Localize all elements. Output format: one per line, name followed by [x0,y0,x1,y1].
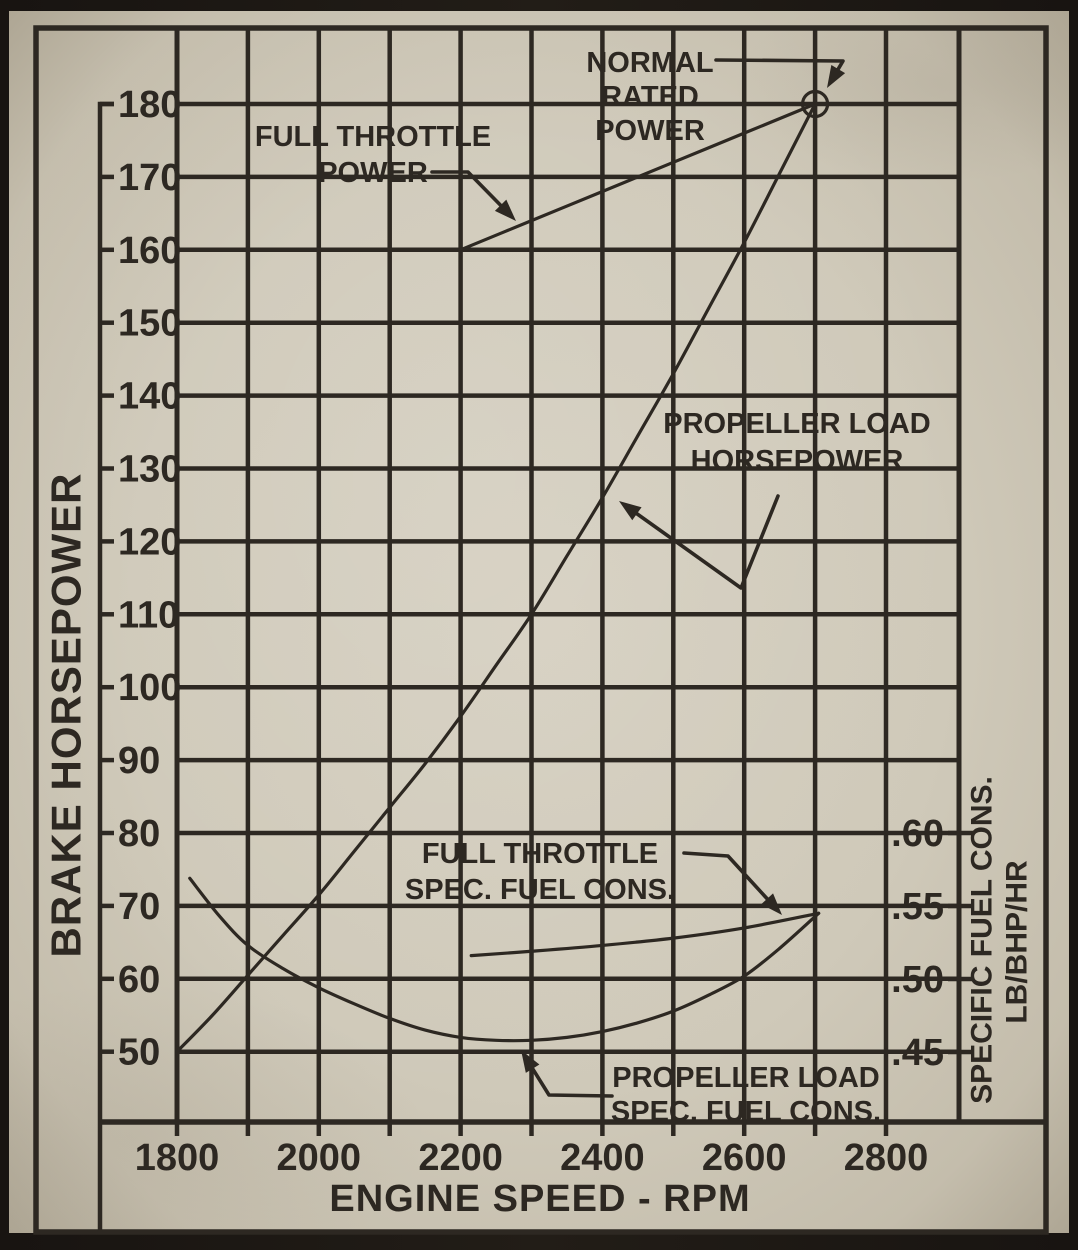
propeller-load-horsepower-arrow-line [635,494,780,590]
full-throttle-power-label-line: FULL THROTTLE [255,121,491,153]
full-throttle-sfc-label-line: FULL THROTTLE [422,838,658,870]
y-axis-tick-label: 90 [118,740,160,782]
propeller-load-sfc-arrow-line [530,1066,614,1098]
y-axis-tick-label: 100 [118,667,181,709]
x-axis-tick-label: 2800 [844,1137,929,1179]
x-axis: 1800 2000 2200 2400 2600 2800 ENGINE SPEED - R… [135,1122,929,1220]
outer-box [33,25,1049,1235]
paper-background [9,11,1069,1233]
y-axis-title: BRAKE HORSEPOWER [43,472,90,957]
propeller-load-sfc-label-line: SPEC. FUEL CONS. [611,1096,881,1128]
normal-rated-power-label-line: RATED [601,81,699,113]
curves [175,89,830,1054]
y-axis-right: .45 .50 .55 .60 SPECIFIC FUEL CONS. LB/BHP/HR [891,776,1033,1104]
y-axis-tick-label: 160 [118,230,181,272]
full-throttle-sfc-label-line: SPEC. FUEL CONS. [405,874,675,906]
y-axis-tick-label: 150 [118,303,181,345]
full-throttle-power-label-line: POWER [318,157,428,189]
full-throttle-sfc-label: FULL THROTTLE SPEC. FUEL CONS. [405,838,675,906]
normal-rated-power-marker [800,89,830,119]
y-axis-tick-label: 110 [118,594,179,636]
propeller-load-spec-fuel-cons-curve [188,876,821,1043]
normal-rated-power-label-line: NORMAL [586,47,713,79]
y-axis-left: 50 60 70 80 90 100 110 120 130 140 150 160 170 180 BRA… [43,84,181,1232]
full-throttle-sfc-arrow-head [761,893,782,915]
y-axis-tick-label: 70 [118,886,160,928]
full-throttle-power-label: FULL THROTTLE POWER [255,121,491,189]
normal-rated-power-label-line: POWER [595,115,705,147]
propeller-load-horsepower-arrow-head [619,501,642,521]
x-axis-title: ENGINE SPEED - RPM [329,1178,750,1220]
y-axis-tick-label: 50 [118,1032,160,1074]
y-axis-line [97,101,114,1232]
y-axis-tick-label: 130 [118,449,181,491]
normal-rated-power-arrow-head [827,64,846,88]
y-axis-tick-label: 180 [118,84,181,126]
y-axis-tick-label: 60 [118,959,160,1001]
fuel-axis-tick-label: .55 [891,886,944,928]
y-axis-tick-label: 80 [118,813,160,855]
x-axis-tick-label: 1800 [135,1137,220,1179]
propeller-load-horsepower-label-line: HORSEPOWER [691,445,904,477]
normal-rated-power-arrow-line [714,58,845,71]
full-throttle-power-arrow-head [494,199,516,221]
propeller-load-horsepower-curve [175,102,817,1054]
x-axis-tick-label: 2000 [277,1137,362,1179]
propeller-load-sfc-label-line: PROPELLER LOAD [612,1062,879,1094]
x-axis-tick-label: 2600 [702,1137,787,1179]
grid [174,28,959,1122]
y-axis-tick-label: 140 [118,376,181,418]
full-throttle-spec-fuel-cons-curve [469,911,821,958]
fuel-axis-tick-label: .60 [891,813,944,855]
propeller-load-horsepower-label-line: PROPELLER LOAD [663,408,930,440]
full-throttle-power-curve [459,102,817,252]
propeller-load-horsepower-label: PROPELLER LOAD HORSEPOWER [663,408,930,477]
y-axis-tick-label: 120 [118,521,181,563]
right-axis-units: LB/BHP/HR [1001,860,1034,1024]
fuel-axis-tick-label: .45 [891,1032,944,1074]
full-throttle-sfc-arrow-line [682,851,769,901]
x-axis-tick-label: 2200 [418,1137,503,1179]
propeller-load-sfc-arrow-head [521,1050,540,1073]
x-axis-tick-label: 2400 [560,1137,645,1179]
chart-frame [33,25,1049,1235]
right-axis-title: SPECIFIC FUEL CONS. [966,776,999,1104]
fuel-axis-tick-label: .50 [891,959,944,1001]
full-throttle-power-arrow-line [430,170,503,208]
y-axis-tick-label: 170 [118,157,181,199]
